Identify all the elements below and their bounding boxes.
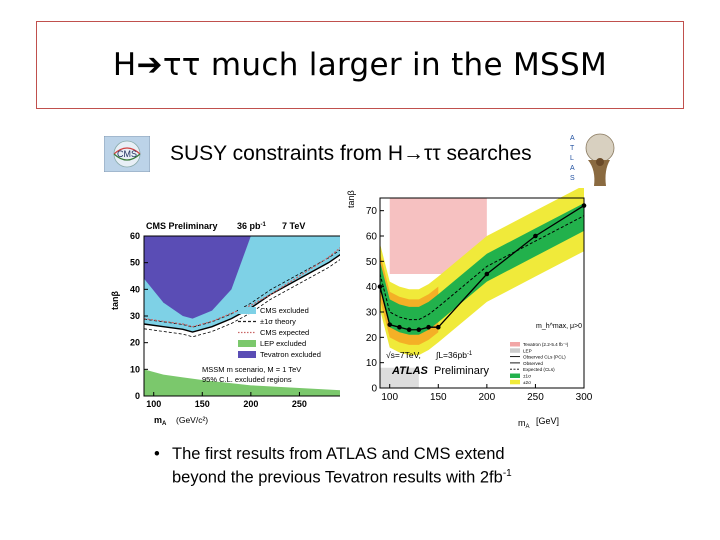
atlas-ytick-label: 0 (371, 384, 377, 395)
cms-legend-swatch (238, 307, 256, 314)
bullet-line-2: beyond the previous Tevatron results wit… (172, 468, 512, 487)
atlas-ytick-label: 50 (366, 257, 378, 268)
title-suffix: ττ much larger in the MSSM (162, 47, 608, 83)
atlas-ytick-label: 30 (366, 308, 378, 319)
cms-legend-label: CMS excluded (260, 306, 309, 315)
cms-ytick-label: 10 (130, 364, 140, 374)
atlas-xtick-label: 300 (576, 392, 593, 403)
atlas-observed-point (435, 324, 441, 330)
atlas-logo-text: A T L A S (570, 135, 575, 182)
atlas-legend-swatch (510, 379, 520, 385)
atlas-legend-label: LEP (523, 348, 532, 353)
cms-ytick-label: 40 (130, 284, 140, 294)
atlas-ylabel: tanβ (346, 190, 356, 208)
svg-text:S: S (570, 175, 575, 182)
cms-logo: CMS (104, 136, 150, 172)
atlas-xtick-label: 100 (381, 392, 398, 403)
cms-xlabel-units: (GeV/c²) (176, 415, 208, 425)
atlas-observed-point (484, 271, 490, 277)
tevatron-excluded-region (144, 236, 251, 319)
cms-xlabel: mA (154, 415, 167, 427)
atlas-ytick-label: 70 (366, 206, 378, 217)
atlas-legend-swatch (510, 373, 520, 378)
atlas-legend-swatch (510, 342, 520, 347)
cms-header-lumi: 36 pb-1 (237, 221, 267, 231)
atlas-expected-line (379, 215, 585, 321)
atlas-legend-swatch (510, 348, 520, 353)
cms-annotation-1: MSSM m scenario, M = 1 TeV (202, 365, 301, 374)
title-box: H➔ττ much larger in the MSSM (36, 21, 684, 109)
atlas-scenario: m_h^max, μ>0 (536, 323, 582, 330)
cms-theory-band-low (143, 253, 349, 338)
atlas-ytick-label: 10 (366, 358, 378, 369)
cms-xtick-label: 200 (243, 399, 258, 409)
svg-text:L: L (570, 155, 574, 162)
cms-legend-swatch (238, 351, 256, 358)
atlas-observed-point (426, 324, 431, 330)
atlas-observed-line (379, 205, 585, 331)
cms-ytick-label: 60 (130, 231, 140, 241)
atlas-legend-label: Expected (CLs) (523, 367, 555, 372)
atlas-xtick-label: 150 (430, 392, 447, 403)
cms-header-left: CMS Preliminary (146, 221, 218, 231)
cms-legend-swatch (238, 340, 256, 347)
cms-expected-line (143, 240, 349, 328)
cms-annotation-2: 95% C.L. excluded regions (202, 375, 292, 384)
atlas-xlabel: mA (518, 418, 530, 430)
atlas-logo: A T L A S (570, 133, 615, 186)
cms-observed-line (143, 248, 349, 333)
cms-header-energy: 7 TeV (282, 221, 305, 231)
atlas-exclusion-plot: 100 150 200 250 300 0 10 20 30 40 50 60 70 tanβ mA [… (340, 188, 600, 430)
cms-xtick-label: 100 (146, 399, 161, 409)
atlas-observed-point (387, 322, 393, 327)
bullet-point: • The first results from ATLAS and CMS e… (154, 444, 576, 488)
cms-legend-label: Tevatron excluded (260, 350, 321, 359)
atlas-observed-point (533, 233, 538, 239)
atlas-observed-point (416, 327, 422, 333)
atlas-observed-point (406, 327, 412, 333)
cms-ytick-label: 50 (130, 258, 140, 268)
title-prefix: H (112, 47, 137, 83)
atlas-ytick-label: 60 (366, 232, 378, 243)
cms-legend-label: ±1σ theory (260, 317, 296, 326)
atlas-brand: ATLAS (391, 365, 429, 377)
atlas-xtick-label: 200 (479, 392, 496, 403)
svg-text:A: A (570, 135, 575, 142)
atlas-legend-label: Observed CLs (PCL) (523, 355, 566, 360)
cms-legend-label: CMS expected (260, 328, 309, 337)
cms-legend-label: LEP excluded (260, 339, 306, 348)
atlas-xtick-label: 250 (527, 392, 544, 403)
cms-ylabel: tanβ (110, 291, 120, 311)
svg-text:A: A (570, 165, 575, 172)
bullet-line-1: The first results from ATLAS and CMS ext… (172, 445, 505, 463)
slide-title: H➔ττ much larger in the MSSM (113, 47, 607, 83)
arrow-right-icon: ➔ (136, 47, 163, 83)
atlas-energy-label: √s=7TeV, (386, 350, 421, 360)
atlas-legend-label: Tevatron (2.2-5.4 fb⁻¹) (523, 342, 569, 347)
cms-logo-text: CMS (117, 149, 137, 159)
cms-ytick-label: 0 (135, 391, 140, 401)
cms-xtick-label: 150 (195, 399, 210, 409)
bullet-icon: • (154, 445, 160, 463)
atlas-observed-point (397, 324, 402, 330)
atlas-xlabel-units: [GeV] (536, 416, 559, 426)
atlas-lumi-label: ∫L=36pb-1 (435, 350, 473, 360)
atlas-1sigma-band (380, 203, 584, 335)
atlas-ytick-label: 20 (366, 333, 378, 344)
atlas-legend-label: ±2σ (523, 380, 531, 385)
svg-text:T: T (570, 145, 575, 152)
atlas-lep-region (380, 367, 419, 388)
atlas-legend-label: Observed (523, 361, 543, 366)
slide-subtitle: SUSY constraints from H→ττ searches (170, 142, 532, 165)
lep-excluded-region (144, 369, 348, 396)
cms-ytick-label: 30 (130, 311, 140, 321)
atlas-legend-label: ±1σ (523, 374, 531, 379)
atlas-plot-frame (379, 197, 585, 389)
cms-xtick-label: 250 (292, 399, 307, 409)
atlas-ytick-label: 40 (366, 282, 378, 293)
cms-ytick-label: 20 (130, 338, 140, 348)
atlas-preliminary: Preliminary (434, 365, 490, 377)
